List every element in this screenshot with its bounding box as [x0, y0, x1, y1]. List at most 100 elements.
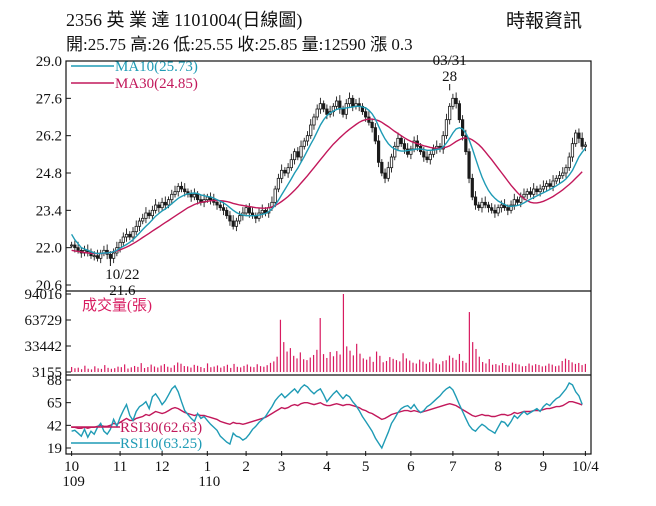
candle-body [244, 207, 248, 214]
candle-body [383, 172, 387, 179]
volume-bar [336, 351, 338, 372]
candle-body [380, 161, 384, 174]
candle [141, 213, 145, 225]
rsi-tick-label: 19 [47, 441, 62, 457]
volume-bar [147, 367, 149, 372]
candle [176, 183, 180, 197]
candle [218, 200, 222, 211]
volume-bar [226, 364, 229, 372]
x-tick-label: 10 [64, 459, 79, 475]
low-annotation-value: 21.6 [109, 283, 136, 299]
candle [496, 204, 500, 217]
volume-bar [140, 363, 142, 372]
candle [322, 100, 326, 113]
price-tick-label: 29.0 [36, 54, 62, 70]
candle [328, 105, 332, 118]
volume-pane: 94016 63729 33442 3155 成交量(張) [25, 287, 586, 381]
price-pane: 29.0 27.6 26.2 24.8 23.4 22.0 20.6 MA10(25.73)M… [36, 53, 587, 299]
volume-bar [296, 358, 298, 372]
volume-bar [495, 364, 497, 372]
candle-body [137, 220, 142, 227]
volume-bar [491, 364, 494, 372]
legend-rsi30: RSI30(62.63) [120, 420, 202, 436]
candle [334, 96, 339, 110]
candle-body [561, 172, 565, 177]
candle [515, 196, 520, 206]
candle [273, 185, 277, 208]
volume-bar [193, 364, 195, 372]
volume-bar [114, 368, 116, 372]
volume-bar [521, 366, 524, 372]
candle [276, 173, 281, 193]
candle-body [506, 207, 510, 211]
volume-bar [127, 368, 129, 372]
source-label: 時報資訊 [506, 11, 583, 32]
volume-bar [200, 366, 202, 372]
candle [318, 97, 323, 114]
candle [548, 179, 552, 190]
volume-bar [545, 365, 547, 372]
candle [396, 132, 400, 152]
candle [383, 168, 387, 184]
candle-body [179, 185, 184, 190]
candle-body [406, 148, 410, 155]
volume-bar [236, 366, 238, 372]
volume-bar [167, 366, 169, 372]
x-tick-label: 4 [323, 459, 331, 475]
x-tick-label: 10/4 [572, 459, 599, 475]
volume-bar [445, 360, 447, 372]
volume-bar [375, 351, 378, 372]
legend-rsi10: RSI10(63.25) [120, 436, 202, 452]
volume-bar [306, 360, 308, 372]
volume-tick-label: 33442 [25, 339, 63, 355]
volume-bar [561, 360, 563, 372]
candle [154, 199, 158, 214]
candle [477, 201, 481, 211]
candle-body [234, 220, 239, 227]
candle-body [92, 255, 96, 258]
volume-bar [558, 365, 560, 372]
volume-bar [94, 366, 96, 372]
volume-bar [279, 319, 282, 372]
candle-body [150, 209, 154, 217]
candle-body [548, 183, 552, 187]
candle-body [574, 132, 578, 145]
candle [490, 203, 494, 214]
candle [234, 217, 239, 232]
candle [467, 148, 471, 184]
volume-bar [405, 358, 407, 372]
candle [367, 111, 371, 126]
volume-bar [349, 350, 351, 372]
volume-bar [574, 363, 577, 372]
candle-body [538, 188, 542, 193]
candle [228, 211, 232, 226]
candle [409, 145, 413, 160]
candle [157, 201, 161, 213]
candle [286, 163, 290, 178]
candle-body [522, 193, 526, 198]
volume-bar [206, 363, 209, 372]
volume-bar [511, 362, 514, 372]
candle-body [299, 145, 303, 158]
candle-body [373, 127, 377, 142]
candle-body [273, 188, 277, 203]
candle [451, 93, 455, 110]
volume-bar [286, 351, 288, 372]
candle [250, 207, 255, 219]
candle [351, 95, 355, 112]
rsi-tick-label: 65 [47, 396, 62, 412]
candle [305, 131, 310, 146]
candle [170, 189, 174, 205]
candle-body [480, 201, 484, 209]
candle [163, 196, 167, 210]
volume-bar [538, 364, 540, 372]
candle-body [519, 196, 523, 203]
candle-body [509, 204, 513, 211]
candle-body [173, 191, 177, 195]
candle [470, 173, 474, 201]
candle [541, 180, 545, 193]
volume-bar [180, 363, 182, 372]
volume-bar [303, 359, 305, 372]
candle-body [108, 253, 112, 259]
